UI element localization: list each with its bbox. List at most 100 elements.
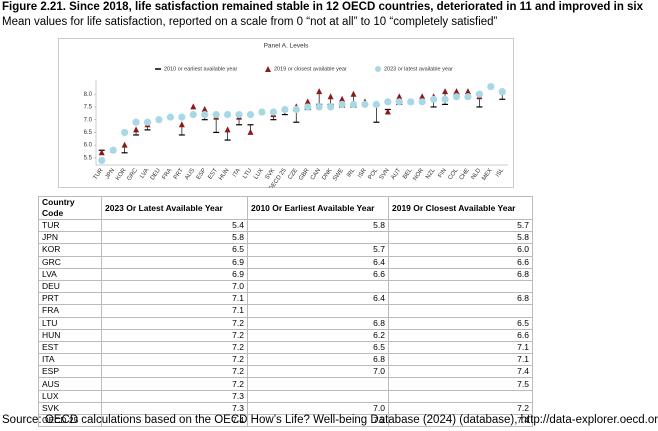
- country-cell: LUX: [38, 389, 102, 403]
- value-cell: [247, 389, 389, 403]
- marker-2023: [327, 103, 335, 111]
- marker-2023: [349, 100, 358, 108]
- marker-2019: [201, 105, 208, 112]
- country-cell: ITA: [38, 353, 102, 367]
- x-tick-label: AUS: [184, 168, 196, 182]
- marker-2023: [395, 98, 403, 106]
- marker-2023: [201, 110, 209, 119]
- value-cell: 6.5: [101, 243, 248, 257]
- marker-2019: [384, 108, 391, 115]
- marker-2023: [475, 90, 483, 98]
- marker-2019: [304, 98, 311, 105]
- marker-2023: [143, 118, 152, 126]
- table-row: HUN 7.2 6.2 6.6: [38, 328, 533, 342]
- marker-2019: [98, 149, 105, 156]
- marker-2023: [269, 108, 277, 116]
- x-tick-label: ISL: [495, 167, 505, 178]
- table-row: ITA 7.2 6.8 7.1: [38, 353, 533, 367]
- x-tick-label: FRA: [162, 168, 174, 181]
- value-cell: [247, 304, 389, 318]
- value-cell: [388, 389, 533, 403]
- marker-2019: [316, 88, 323, 95]
- source-note: Source: OECD calculations based on the O…: [2, 414, 658, 426]
- marker-2023: [235, 110, 243, 119]
- marker-2019: [464, 88, 471, 95]
- value-cell: [247, 377, 389, 391]
- value-cell: [388, 279, 533, 294]
- country-cell: EST: [38, 340, 102, 355]
- marker-2023: [189, 110, 197, 119]
- chart-frame: [58, 38, 514, 188]
- table-row: TUR 5.4 5.8 5.7: [38, 218, 533, 233]
- marker-2023: [212, 110, 220, 119]
- value-cell: 7.1: [388, 340, 533, 355]
- value-cell: 6.4: [247, 292, 389, 306]
- marker-2023: [178, 113, 186, 121]
- panel-title: Panel A. Levels: [264, 43, 310, 50]
- country-cell: JPN: [38, 231, 102, 245]
- figure-subtitle: Mean values for life satisfaction, repor…: [2, 16, 498, 28]
- value-cell: 7.0: [101, 279, 248, 294]
- column-header: 2019 Or Closest Available Year: [388, 196, 533, 220]
- country-cell: HUN: [38, 328, 102, 342]
- data-table: Country Code 2023 Or Latest Available Yea…: [38, 196, 533, 428]
- value-cell: 7.2: [388, 401, 533, 416]
- marker-2023: [224, 110, 232, 119]
- marker-2019: [327, 93, 334, 100]
- x-tick-label: CZE: [287, 168, 299, 181]
- x-tick-label: JPN: [105, 168, 116, 181]
- country-cell: FRA: [38, 304, 102, 318]
- value-cell: 7.3: [101, 401, 248, 416]
- value-cell: 7.1: [388, 353, 533, 367]
- value-cell: 7.1: [101, 292, 248, 306]
- marker-2019: [133, 126, 140, 133]
- marker-2023: [487, 82, 495, 91]
- x-tick-label: FIN: [438, 168, 448, 179]
- value-cell: 6.8: [388, 267, 533, 281]
- value-cell: 5.8: [388, 231, 533, 245]
- legend-marker: [375, 66, 381, 72]
- table-row: ESP 7.2 7.0 7.4: [38, 365, 533, 379]
- column-header: Country Code: [38, 196, 102, 220]
- marker-2023: [246, 110, 255, 119]
- country-cell: KOR: [38, 243, 102, 257]
- x-tick-label: SVK: [265, 168, 277, 181]
- marker-2023: [452, 93, 461, 101]
- column-header: 2010 Or Earliest Available Year: [247, 196, 389, 220]
- marker-2023: [464, 93, 472, 101]
- y-tick-label: 8.0: [84, 92, 93, 98]
- x-tick-label: ISR: [357, 167, 368, 179]
- marker-2023: [384, 98, 392, 106]
- country-cell: AUS: [38, 377, 102, 391]
- marker-2019: [396, 93, 403, 100]
- country-cell: TUR: [38, 218, 102, 233]
- x-tick-label: LVA: [140, 168, 151, 180]
- x-tick-label: PRT: [173, 167, 185, 180]
- marker-2023: [372, 100, 380, 108]
- marker-2019: [121, 141, 128, 148]
- x-tick-label: NZL: [425, 167, 437, 180]
- marker-2023: [430, 95, 438, 103]
- table-row: LUX 7.3: [38, 389, 533, 403]
- value-cell: 7.4: [388, 413, 533, 428]
- column-header: 2023 Or Latest Available Year: [101, 196, 248, 220]
- table-header-row: Country Code 2023 Or Latest Available Yea…: [38, 196, 533, 220]
- value-cell: 7.2: [101, 316, 248, 330]
- marker-2023: [109, 146, 117, 154]
- table-row: AUS 7.2 7.5: [38, 377, 533, 391]
- marker-2023: [418, 98, 426, 106]
- value-cell: 7.4: [388, 365, 533, 379]
- table-row: GRC 6.9 6.4 6.6: [38, 255, 533, 269]
- marker-2023: [361, 100, 369, 108]
- value-cell: 6.6: [388, 255, 533, 269]
- marker-2019: [350, 90, 357, 97]
- value-cell: [247, 279, 389, 294]
- country-cell: DEU: [38, 279, 102, 294]
- y-tick-label: 7.0: [84, 117, 93, 123]
- marker-2019: [442, 88, 449, 95]
- marker-2023: [338, 100, 346, 108]
- value-cell: 5.4: [101, 218, 248, 233]
- y-tick-label: 5.5: [84, 155, 93, 161]
- x-tick-label: ITA: [232, 168, 242, 179]
